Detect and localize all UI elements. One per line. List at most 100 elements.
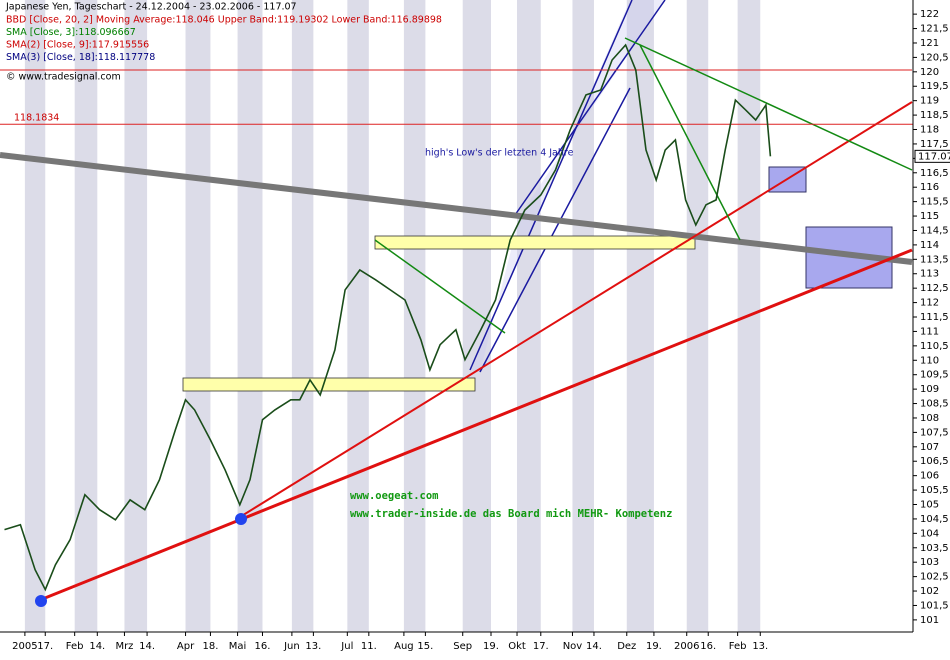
y-tick-label: 109 [920, 384, 939, 395]
y-tick-label: 119 [920, 96, 939, 107]
chart-title: Japanese Yen, Tageschart - 24.12.2004 - … [5, 2, 297, 13]
y-tick-label: 110,5 [920, 341, 949, 352]
legend-entry: SMA [Close, 3]:118.096667 [6, 27, 136, 38]
x-tick-label: 16. [700, 641, 716, 652]
y-tick-label: 101,5 [920, 600, 949, 611]
stripe [572, 0, 594, 632]
x-tick-label: Jul [340, 641, 353, 652]
y-tick-label: 104 [920, 528, 939, 539]
x-tick-label: 16. [255, 641, 271, 652]
plot: 118.1834 [0, 43, 913, 592]
stripe [403, 0, 426, 632]
stripe [686, 0, 709, 632]
y-tick-label: 106,5 [920, 456, 949, 467]
channel-line [469, 0, 633, 371]
y-tick-label: 105,5 [920, 485, 949, 496]
y-tick-label: 121 [920, 38, 939, 49]
x-tick-label: Mrz [115, 641, 133, 652]
y-tick-label: 108 [920, 413, 939, 424]
stripe [462, 0, 492, 632]
y-tick-label: 118,5 [920, 110, 949, 121]
y-tick-label: 111,5 [920, 312, 949, 323]
y-tick-label: 105 [920, 500, 939, 511]
y-tick-label: 103,5 [920, 543, 949, 554]
x-tick-label: Dez [617, 641, 636, 652]
stripe [124, 0, 148, 632]
stripe [291, 0, 314, 632]
annotation: www.trader-inside.de das Board mich MEHR… [350, 508, 672, 520]
x-tick-label: Nov [563, 641, 583, 652]
annotation: high's Low's der letzten 4 Jahre [425, 148, 574, 159]
stripe [237, 0, 263, 632]
channel-line [514, 0, 666, 216]
y-tick-label: 114 [920, 240, 939, 251]
y-tick-label: 117,5 [920, 139, 949, 150]
y-tick-label: 115,5 [920, 197, 949, 208]
zone [374, 235, 696, 250]
trend-line [639, 44, 741, 241]
channel-line [479, 87, 631, 373]
x-tick-label: 2006 [674, 641, 699, 652]
x-tick-label: 11. [361, 641, 377, 652]
stripe [74, 0, 98, 632]
y-tick-label: 113 [920, 269, 939, 280]
legend-entry: SMA(3) [Close, 18]:118.117778 [6, 52, 155, 63]
x-tick-label: 2005 [12, 641, 37, 652]
drawings [0, 0, 913, 607]
trend-line [624, 37, 913, 171]
y-tick-label: 113,5 [920, 254, 949, 265]
stripe [24, 0, 46, 632]
y-tick-label: 120 [920, 67, 939, 78]
y-tick-label: 116,5 [920, 168, 949, 179]
x-tick-label: Jun [283, 641, 300, 652]
annotation: www.oegeat.com [350, 490, 439, 502]
x-tick-label: 13. [305, 641, 321, 652]
x-tick-label: 14. [586, 641, 602, 652]
x-tick-label: 18. [202, 641, 218, 652]
legend-entry: BBD [Close, 20, 2] Moving Average:118.04… [6, 15, 442, 26]
y-tick-label: 112,5 [920, 283, 949, 294]
x-tick-label: 15. [417, 641, 433, 652]
x-tick-label: 19. [483, 641, 499, 652]
stripe [517, 0, 541, 632]
y-tick-label: 106 [920, 471, 939, 482]
pivot-dot [235, 513, 247, 525]
y-tick-label: 118 [920, 125, 939, 136]
y-tick-label: 112 [920, 298, 939, 309]
pivot-dot [35, 595, 47, 607]
trend-line [0, 152, 913, 265]
y-tick-label: 120,5 [920, 52, 949, 63]
x-tick-label: Feb [729, 641, 747, 652]
x-tick-label: Apr [177, 641, 195, 652]
x-tick-label: 17. [37, 641, 53, 652]
trend-line [374, 239, 506, 334]
y-tick-label: 104,5 [920, 514, 949, 525]
stripe [347, 0, 369, 632]
y-tick-label: 119,5 [920, 81, 949, 92]
stripe [185, 0, 211, 632]
zone [182, 377, 476, 392]
x-tick-label: 14. [139, 641, 155, 652]
y-tick-label: 122 [920, 9, 939, 20]
y-tick-label: 108,5 [920, 399, 949, 410]
last-price-box [914, 149, 950, 163]
y-tick-label: 121,5 [920, 24, 949, 35]
y-tick-label: 102 [920, 586, 939, 597]
x-tick-label: 14. [89, 641, 105, 652]
x-tick-label: Feb [66, 641, 84, 652]
y-tick-label: 116 [920, 182, 939, 193]
x-tick-label: Okt [508, 641, 526, 652]
legend-entry: SMA(2) [Close, 9]:117.915556 [6, 40, 149, 51]
reference-label: 118.1834 [14, 113, 59, 124]
x-tick-label: Sep [453, 641, 472, 652]
x-tick-label: 13. [752, 641, 768, 652]
stripes [24, 0, 761, 632]
trend-line [39, 248, 913, 602]
copyright: © www.tradesignal.com [6, 72, 121, 83]
y-tick-label: 109,5 [920, 370, 949, 381]
y-tick-label: 110 [920, 355, 939, 366]
y-tick-label: 115 [920, 211, 939, 222]
y-tick-label: 103 [920, 557, 939, 568]
